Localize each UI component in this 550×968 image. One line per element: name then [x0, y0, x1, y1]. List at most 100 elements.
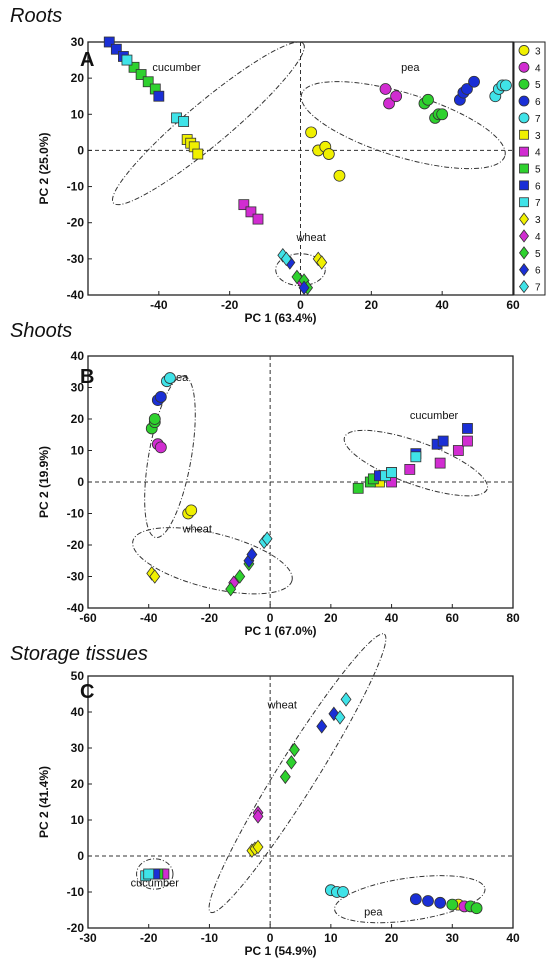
y-tick-label: -10: [67, 180, 85, 194]
data-point-square-4: [404, 463, 416, 475]
data-point-diamond-7: [261, 531, 273, 546]
data-point-diamond-5: [234, 569, 246, 584]
data-point-diamond-6: [316, 719, 328, 734]
group-label-wheat: wheat: [267, 699, 297, 711]
x-axis-label: PC 1 (67.0%): [244, 624, 316, 638]
data-point-diamond-3: [316, 255, 328, 270]
x-tick-label: 30: [446, 931, 460, 945]
legend-marker-diamond-5: [519, 246, 529, 260]
data-point-circle-7: [500, 79, 512, 92]
data-point-square-5: [128, 61, 140, 73]
data-point-circle-5: [470, 902, 483, 915]
data-point-diamond-7: [334, 710, 346, 725]
data-point-square-6: [103, 36, 115, 48]
y-tick-label: -20: [67, 921, 85, 935]
group-label-cucumber: cucumber: [410, 410, 459, 422]
legend-label: 4: [535, 232, 541, 243]
plot-frame: [87, 675, 514, 929]
data-point-circle-3: [185, 504, 198, 517]
data-point-diamond-5: [279, 769, 291, 785]
data-point-circle-5: [148, 413, 161, 425]
legend-label: 7: [535, 114, 541, 125]
y-tick-label: 20: [71, 71, 85, 85]
panel-letter: B: [80, 366, 94, 388]
data-point-circle-7: [337, 886, 349, 898]
y-axis-label: PC 2 (25.0%): [37, 132, 51, 204]
y-tick-label: 50: [71, 669, 85, 683]
chart-panel-B: Shoots-60 -40 -20 0 20 40 60 80-40-30-20-100102…: [10, 320, 520, 638]
data-point-square-7: [121, 54, 133, 66]
legend-label: 6: [535, 266, 541, 277]
x-tick-label: -30: [79, 931, 97, 945]
legend-label: 5: [535, 249, 541, 260]
legend-marker-square-3: [519, 129, 529, 140]
legend-label: 3: [535, 46, 541, 57]
legend-label: 6: [535, 97, 541, 108]
group-ellipse-wheat: [208, 633, 387, 914]
x-tick-label: 0: [267, 611, 274, 625]
legend-label: 5: [535, 165, 541, 176]
data-point-diamond-7: [340, 692, 352, 707]
data-point-circle-3: [322, 148, 335, 160]
data-point-square-5: [142, 76, 154, 88]
y-tick-label: 30: [71, 381, 85, 395]
data-point-diamond-5: [225, 581, 237, 597]
data-point-diamond-6: [246, 547, 258, 562]
data-point-square-6: [110, 43, 122, 55]
y-tick-label: 10: [71, 444, 85, 458]
legend-label: 4: [535, 148, 541, 159]
y-axis-label: PC 2 (41.4%): [37, 766, 51, 838]
data-point-square-4: [245, 206, 257, 218]
data-point-circle-7: [164, 372, 176, 384]
data-point-circle-6: [154, 391, 167, 403]
data-point-circle-4: [383, 97, 395, 110]
legend-marker-square-7: [519, 197, 529, 208]
data-point-circle-6: [461, 83, 473, 95]
chart-title: Shoots: [10, 320, 72, 342]
x-axis-label: PC 1 (63.4%): [244, 311, 316, 325]
group-label-cucumber: cucumber: [152, 62, 201, 74]
legend-label: 7: [535, 198, 541, 209]
legend-label: 4: [535, 63, 541, 74]
y-tick-label: -40: [67, 288, 85, 302]
legend-marker-circle-7: [518, 112, 530, 124]
legend-marker-square-4: [519, 146, 529, 157]
data-point-square-7: [143, 868, 155, 880]
legend-label: 3: [535, 215, 541, 226]
x-tick-label: 0: [267, 931, 274, 945]
data-point-circle-4: [154, 441, 167, 454]
group-label-pea: pea: [401, 62, 420, 74]
data-point-circle-6: [409, 893, 422, 906]
x-tick-label: 80: [506, 611, 520, 625]
y-tick-label: 10: [71, 107, 85, 121]
data-point-square-4: [252, 213, 264, 225]
chart-title: Storage tissues: [10, 643, 148, 665]
x-tick-label: -40: [140, 611, 158, 625]
legend-marker-circle-4: [518, 61, 530, 73]
legend-marker-diamond-6: [519, 263, 529, 277]
y-tick-label: 0: [77, 143, 84, 157]
data-point-circle-4: [379, 83, 392, 95]
data-point-diamond-4: [252, 809, 264, 824]
group-ellipse-pea: [144, 375, 196, 539]
legend-marker-circle-6: [518, 95, 530, 107]
group-ellipse-wheat: [132, 527, 293, 595]
data-point-diamond-6: [328, 706, 340, 722]
y-tick-label: 10: [71, 813, 85, 827]
chart-panel-C: Storage tissues-30 -20 -10 0 10 20 30 40-20-100…: [10, 633, 520, 958]
legend-marker-diamond-7: [519, 279, 529, 294]
group-label-pea: pea: [364, 906, 383, 918]
x-tick-label: -20: [140, 931, 158, 945]
data-point-circle-4: [390, 90, 403, 103]
data-point-circle-3: [333, 169, 346, 182]
data-point-square-4: [452, 445, 464, 456]
data-point-diamond-7: [280, 251, 292, 267]
x-tick-label: 20: [365, 298, 379, 312]
x-tick-label: 20: [324, 611, 338, 625]
legend-label: 5: [535, 80, 541, 91]
y-tick-label: -30: [67, 252, 85, 266]
data-point-diamond-5: [285, 755, 297, 770]
group-label-wheat: wheat: [295, 232, 325, 244]
data-point-square-4: [238, 199, 250, 211]
data-point-diamond-3: [252, 839, 264, 855]
